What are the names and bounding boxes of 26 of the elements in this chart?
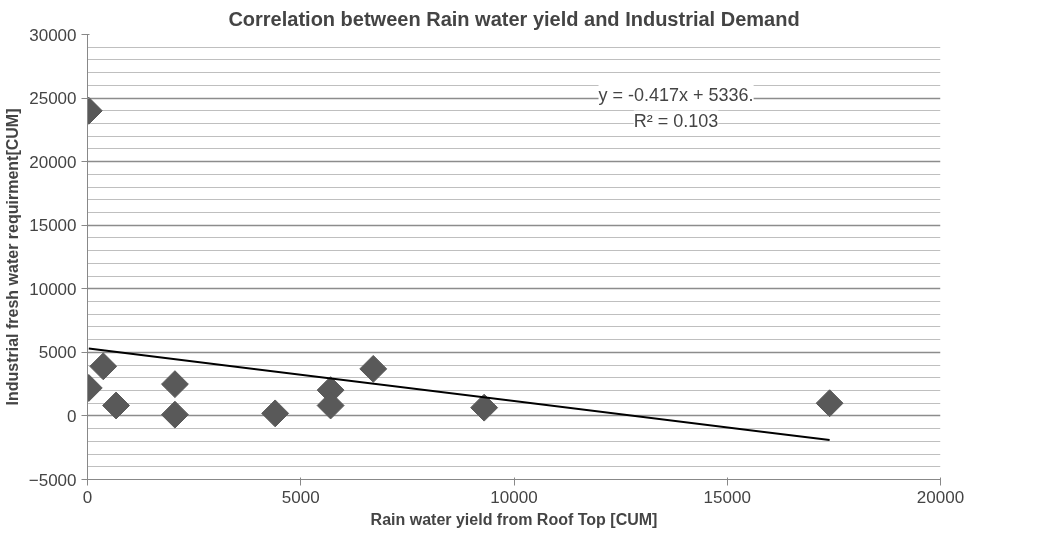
- y-tick-label: 30000: [29, 25, 77, 45]
- y-tick-label: −5000: [28, 470, 77, 490]
- x-tick-label: 10000: [490, 487, 538, 507]
- x-axis-title: Rain water yield from Roof Top [CUM]: [370, 510, 658, 528]
- point: [359, 354, 388, 383]
- y-tick-label: 15000: [29, 216, 77, 236]
- point: [89, 352, 118, 381]
- x-tick-label: 15000: [703, 487, 751, 507]
- point: [161, 370, 189, 399]
- y-axis-title: Industrial fresh water requirment[CUM]: [3, 108, 21, 406]
- point: [470, 393, 499, 422]
- y-tick-label: 10000: [29, 279, 77, 299]
- point: [102, 391, 131, 420]
- annotation: R² = 0.103: [633, 110, 719, 131]
- x-tick-label: 20000: [916, 487, 965, 507]
- x-tick-label: 5000: [281, 487, 320, 507]
- point: [161, 400, 189, 429]
- point: [261, 399, 290, 428]
- chart-title: Correlation between Rain water yield and Industrial Demand: [228, 7, 800, 30]
- y-tick-label: 0: [67, 406, 77, 426]
- y-tick-label: 20000: [29, 152, 77, 172]
- x-tick-label: 0: [82, 487, 93, 507]
- annotation: y = -0.417x + 5336.: [598, 84, 754, 105]
- y-tick-label: 25000: [29, 89, 77, 109]
- y-tick-label: 5000: [38, 343, 77, 363]
- point: [815, 389, 844, 418]
